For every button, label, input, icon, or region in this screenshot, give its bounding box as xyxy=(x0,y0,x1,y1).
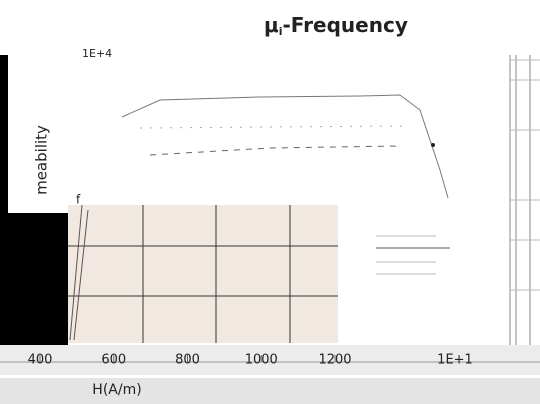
curve xyxy=(69,204,89,341)
curve xyxy=(149,145,401,156)
x-tick-label: 800 xyxy=(175,353,200,368)
title-mu: μ xyxy=(264,13,279,37)
y-mid-label: f xyxy=(76,193,81,207)
right-grid xyxy=(376,55,540,345)
axis-band xyxy=(0,378,540,404)
x-tick-label: 1200 xyxy=(318,353,351,368)
marker xyxy=(431,143,435,147)
x-ticks: 400 600 800 1000 1200 xyxy=(28,353,352,368)
curve xyxy=(139,125,411,129)
grid xyxy=(68,205,338,343)
dark-block xyxy=(0,55,8,215)
x-tick-label: 600 xyxy=(101,353,126,368)
axis-band xyxy=(0,345,540,375)
plot-area xyxy=(68,205,338,343)
title-rest: -Frequency xyxy=(283,13,408,37)
x2-tick-label: 1E+1 xyxy=(437,353,473,368)
dark-block xyxy=(0,213,68,345)
curve xyxy=(121,94,449,199)
x-axis-label: H(A/m) xyxy=(92,382,141,398)
chart-title: μi-Frequency xyxy=(264,13,408,39)
y-top-label: 1E+4 xyxy=(82,47,112,60)
title-sub: i xyxy=(279,25,283,38)
x-tick-label: 1000 xyxy=(245,353,278,368)
y-axis-label: meability xyxy=(33,125,51,195)
x-tick-label: 400 xyxy=(28,353,53,368)
